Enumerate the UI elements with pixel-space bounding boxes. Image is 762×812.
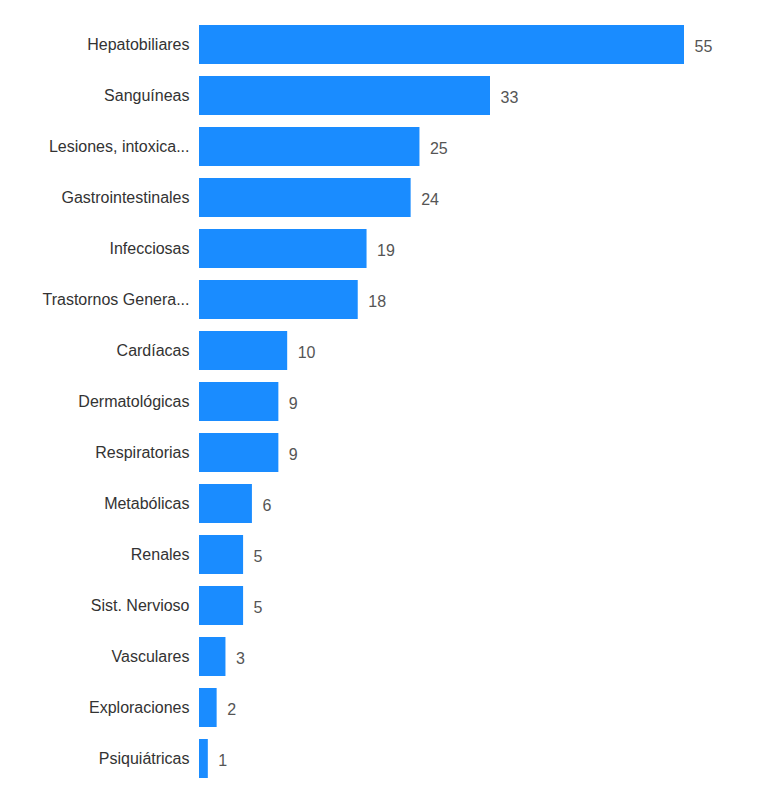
svg-text:5: 5 (254, 599, 263, 616)
svg-text:Metabólicas: Metabólicas (104, 495, 189, 512)
svg-text:25: 25 (430, 140, 448, 157)
svg-text:9: 9 (289, 446, 298, 463)
svg-text:Vasculares: Vasculares (112, 648, 190, 665)
svg-text:1: 1 (218, 752, 227, 769)
svg-text:Dermatológicas: Dermatológicas (78, 393, 189, 410)
svg-text:Psiquiátricas: Psiquiátricas (99, 750, 190, 767)
svg-text:Sanguíneas: Sanguíneas (104, 87, 189, 104)
svg-text:Gastrointestinales: Gastrointestinales (61, 189, 189, 206)
svg-text:9: 9 (289, 395, 298, 412)
svg-text:Infecciosas: Infecciosas (109, 240, 189, 257)
svg-text:Renales: Renales (131, 546, 190, 563)
svg-text:18: 18 (368, 293, 386, 310)
svg-text:Respiratorias: Respiratorias (95, 444, 189, 461)
svg-text:Exploraciones: Exploraciones (89, 699, 190, 716)
svg-text:5: 5 (254, 548, 263, 565)
svg-text:Cardíacas: Cardíacas (117, 342, 190, 359)
svg-text:10: 10 (298, 344, 316, 361)
svg-text:33: 33 (501, 89, 519, 106)
svg-text:Trastornos Genera...: Trastornos Genera... (42, 291, 189, 308)
svg-text:Sist. Nervioso: Sist. Nervioso (91, 597, 190, 614)
svg-text:2: 2 (227, 701, 236, 718)
svg-text:Hepatobiliares: Hepatobiliares (87, 36, 189, 53)
svg-text:24: 24 (421, 191, 439, 208)
svg-text:19: 19 (377, 242, 395, 259)
svg-text:6: 6 (262, 497, 271, 514)
svg-text:55: 55 (695, 38, 713, 55)
svg-text:3: 3 (236, 650, 245, 667)
svg-text:Lesiones, intoxica...: Lesiones, intoxica... (49, 138, 190, 155)
